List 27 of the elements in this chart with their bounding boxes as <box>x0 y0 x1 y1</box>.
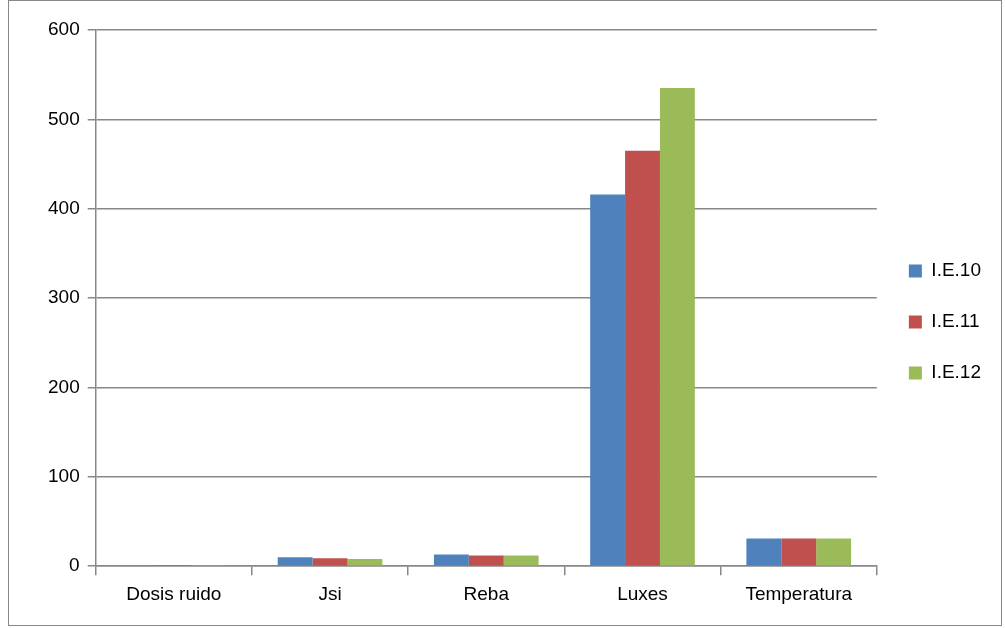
y-tick-label: 200 <box>48 375 80 397</box>
bar <box>746 538 782 566</box>
y-tick-label: 400 <box>48 196 80 218</box>
bar <box>277 557 313 566</box>
legend-label: I.E.12 <box>931 361 982 383</box>
y-tick-label: 100 <box>48 465 80 487</box>
x-tick-label: Reba <box>463 582 510 604</box>
x-tick-label: Luxes <box>617 582 668 604</box>
bar <box>590 194 626 566</box>
bar <box>816 538 852 566</box>
bar <box>781 538 817 566</box>
y-tick-label: 500 <box>48 107 80 129</box>
bar <box>625 150 660 566</box>
x-tick-label: Dosis ruido <box>126 582 222 604</box>
y-tick-label: 0 <box>69 554 80 576</box>
y-tick-label: 300 <box>48 286 80 308</box>
bar <box>468 555 504 566</box>
legend-label: I.E.10 <box>931 259 982 281</box>
bar <box>503 555 539 566</box>
x-tick-label: Temperatura <box>745 582 853 604</box>
x-tick-label: Jsi <box>318 582 342 604</box>
bar <box>659 88 695 566</box>
legend-label: I.E.11 <box>931 310 980 332</box>
bar <box>433 554 469 566</box>
y-tick-label: 600 <box>48 18 80 40</box>
bar <box>347 559 383 566</box>
bar <box>312 558 348 566</box>
